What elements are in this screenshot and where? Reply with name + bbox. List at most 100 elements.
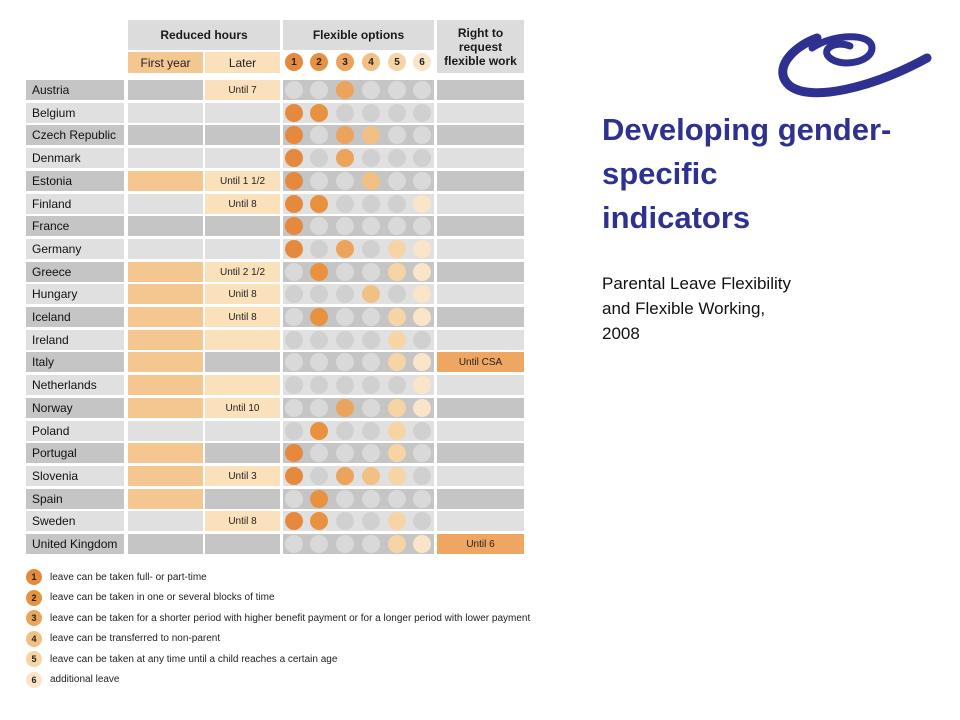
option-2-dot bbox=[310, 104, 328, 122]
legend-item: 5 leave can be taken at any time until a … bbox=[26, 650, 337, 668]
option-5-dot bbox=[388, 240, 406, 258]
later-cell bbox=[205, 125, 280, 145]
option-6-empty-dot bbox=[413, 81, 431, 99]
option-6-empty-dot bbox=[413, 512, 431, 530]
header-flexible-options: Flexible options bbox=[283, 20, 434, 50]
option-1-dot bbox=[285, 126, 303, 144]
subheader-first-year: First year bbox=[128, 52, 203, 73]
option-5-empty-dot bbox=[388, 81, 406, 99]
option-4-empty-dot bbox=[362, 490, 380, 508]
header-right-line-3: flexible work bbox=[444, 53, 517, 68]
first-year-cell bbox=[128, 239, 203, 259]
option-4-empty-dot bbox=[362, 353, 380, 371]
option-1-dot bbox=[285, 217, 303, 235]
right-to-request-cell bbox=[437, 466, 524, 486]
option-6-empty-dot bbox=[413, 126, 431, 144]
later-cell bbox=[205, 375, 280, 395]
subtitle-line-3: 2008 bbox=[602, 324, 640, 343]
right-to-request-cell bbox=[437, 80, 524, 100]
option-4-empty-dot bbox=[362, 535, 380, 553]
first-year-cell bbox=[128, 284, 203, 304]
legend-text: leave can be taken full- or part-time bbox=[50, 571, 207, 583]
option-3-dot bbox=[336, 81, 354, 99]
first-year-cell bbox=[128, 216, 203, 236]
flexible-options-cell bbox=[283, 375, 434, 395]
country-label: Spain bbox=[26, 489, 124, 509]
option-4-empty-dot bbox=[362, 195, 380, 213]
legend-number-icon: 2 bbox=[26, 589, 42, 606]
option-5-dot bbox=[388, 331, 406, 349]
flexible-options-cell bbox=[283, 352, 434, 372]
flexible-options-cell bbox=[283, 330, 434, 350]
option-5-dot bbox=[388, 512, 406, 530]
option-3-empty-dot bbox=[336, 512, 354, 530]
right-to-request-cell: Until 6 bbox=[437, 534, 524, 554]
right-to-request-cell bbox=[437, 489, 524, 509]
option-3-empty-dot bbox=[336, 353, 354, 371]
right-to-request-cell bbox=[437, 375, 524, 395]
option-3-dot bbox=[336, 467, 354, 485]
subtitle-line-1: Parental Leave Flexibility bbox=[602, 274, 791, 293]
country-label: Slovenia bbox=[26, 466, 124, 486]
flexible-options-cell bbox=[283, 103, 434, 123]
later-cell: Until 10 bbox=[205, 398, 280, 418]
legend-item: 2 leave can be taken in one or several bl… bbox=[26, 589, 275, 607]
option-1-dot bbox=[285, 104, 303, 122]
option-5-empty-dot bbox=[388, 149, 406, 167]
option-1-empty-dot bbox=[285, 399, 303, 417]
option-5-empty-dot bbox=[388, 217, 406, 235]
option-4-dot bbox=[362, 467, 380, 485]
option-3-empty-dot bbox=[336, 331, 354, 349]
option-5-empty-dot bbox=[388, 376, 406, 394]
first-year-cell bbox=[128, 421, 203, 441]
option-4-empty-dot bbox=[362, 240, 380, 258]
option-1-empty-dot bbox=[285, 422, 303, 440]
first-year-cell bbox=[128, 307, 203, 327]
later-cell: Until 8 bbox=[205, 194, 280, 214]
option-1-empty-dot bbox=[285, 490, 303, 508]
option-3-empty-dot bbox=[336, 535, 354, 553]
option-3-empty-dot bbox=[336, 172, 354, 190]
option-4-dot bbox=[362, 285, 380, 303]
right-to-request-cell bbox=[437, 103, 524, 123]
option-2-empty-dot bbox=[310, 149, 328, 167]
later-cell bbox=[205, 443, 280, 463]
legend-number-icon: 3 bbox=[26, 610, 42, 626]
country-label: Norway bbox=[26, 398, 124, 418]
country-label: Hungary bbox=[26, 284, 124, 304]
option-1-dot bbox=[285, 172, 303, 190]
first-year-cell bbox=[128, 398, 203, 418]
option-4-empty-dot bbox=[362, 104, 380, 122]
country-label: Poland bbox=[26, 421, 124, 441]
first-year-cell bbox=[128, 352, 203, 372]
option-4-empty-dot bbox=[362, 308, 380, 326]
option-5-dot bbox=[388, 263, 406, 281]
option-1-empty-dot bbox=[285, 331, 303, 349]
option-3-dot bbox=[336, 126, 354, 144]
option-5-empty-dot bbox=[388, 285, 406, 303]
option-1-dot bbox=[285, 512, 303, 530]
option-6-empty-dot bbox=[413, 331, 431, 349]
flexible-options-cell bbox=[283, 307, 434, 327]
country-label: France bbox=[26, 216, 124, 236]
legend-number-icon: 4 bbox=[26, 630, 42, 647]
legend-text: additional leave bbox=[50, 674, 120, 685]
later-cell bbox=[205, 534, 280, 554]
option-6-dot bbox=[413, 376, 431, 394]
title-line-1: Developing gender- bbox=[602, 112, 892, 147]
option-4-empty-dot bbox=[362, 444, 380, 462]
country-label: Denmark bbox=[26, 148, 124, 168]
later-cell bbox=[205, 239, 280, 259]
option-4-empty-dot bbox=[362, 81, 380, 99]
option-2-empty-dot bbox=[310, 126, 328, 144]
later-cell: Until 3 bbox=[205, 466, 280, 486]
option-5-empty-dot bbox=[388, 195, 406, 213]
legend-text: leave can be taken in one or several blo… bbox=[50, 592, 275, 603]
right-to-request-cell bbox=[437, 443, 524, 463]
option-3-empty-dot bbox=[336, 285, 354, 303]
later-cell bbox=[205, 148, 280, 168]
first-year-cell bbox=[128, 103, 203, 123]
later-cell bbox=[205, 352, 280, 372]
later-cell: Until 1 1/2 bbox=[205, 171, 280, 191]
legend-item: 1 leave can be taken full- or part-time bbox=[26, 568, 207, 586]
